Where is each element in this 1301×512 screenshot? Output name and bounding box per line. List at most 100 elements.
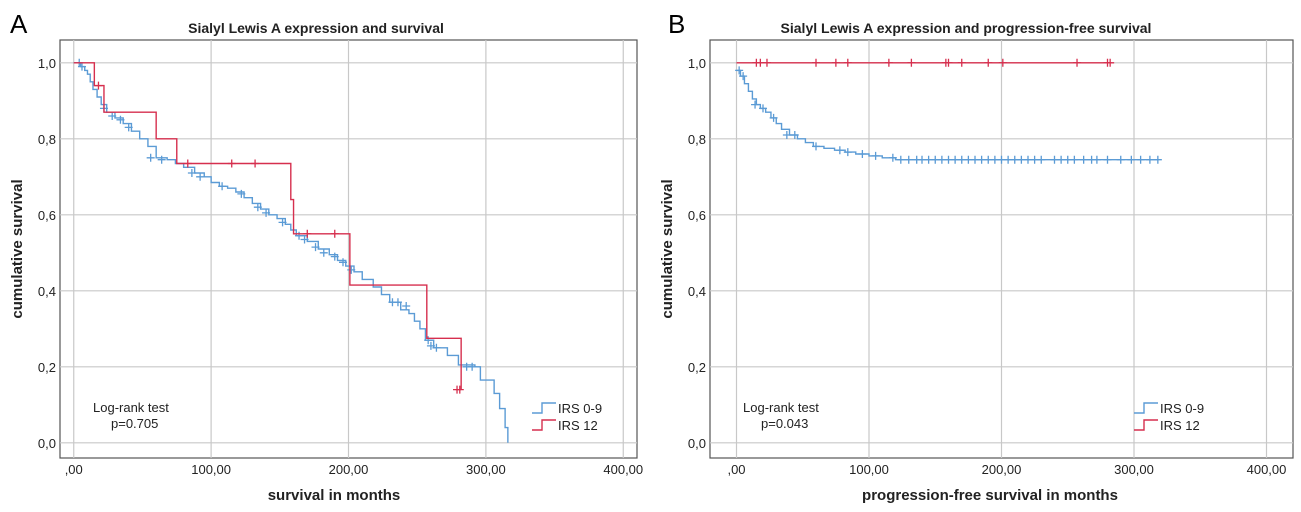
censor-mark-irs-12	[94, 81, 103, 90]
censor-mark-irs-0-9	[262, 208, 271, 217]
panel-b-legend-label-irs-0-9: IRS 0-9	[1160, 401, 1204, 416]
censor-mark-irs-12	[944, 58, 953, 67]
panel-a-y-axis-label: cumulative survival	[9, 179, 26, 318]
x-tick-label: 100,00	[191, 462, 231, 477]
y-tick-label: 0,8	[38, 132, 56, 147]
series-line-irs-12	[73, 62, 462, 390]
censor-mark-irs-0-9	[319, 248, 328, 257]
censor-mark-irs-0-9	[253, 203, 262, 212]
y-tick-label: 1,0	[688, 56, 706, 71]
censor-mark-irs-0-9	[402, 302, 411, 310]
censor-mark-irs-0-9	[739, 72, 748, 81]
censor-mark-irs-0-9	[1079, 155, 1088, 164]
censor-mark-irs-0-9	[812, 142, 820, 151]
x-tick-label: 400,00	[603, 462, 643, 477]
censor-mark-irs-0-9	[1070, 155, 1079, 164]
x-tick-label: 400,00	[1247, 462, 1287, 477]
panel-a-x-axis-label: survival in months	[268, 487, 401, 504]
panel-b-title: Sialyl Lewis A expression and progressio…	[781, 20, 1152, 36]
censor-mark-irs-0-9	[393, 298, 402, 307]
panel-a-legend-label-irs-12: IRS 12	[558, 418, 598, 433]
censor-mark-irs-0-9	[347, 265, 356, 274]
censor-mark-irs-0-9	[339, 258, 348, 267]
y-tick-label: 0,0	[38, 436, 56, 451]
panel-b-x-axis-label: progression-free survival in months	[862, 487, 1118, 504]
panel-a-x-ticks: ,00 100,00 200,00 300,00 400,00	[65, 462, 643, 477]
censor-mark-irs-0-9	[769, 113, 778, 122]
censor-mark-irs-0-9	[311, 243, 320, 252]
censor-mark-irs-0-9	[1116, 155, 1125, 164]
panel-a-series	[73, 58, 509, 443]
panel-a-legend: IRS 0-9 IRS 12	[532, 401, 602, 433]
censor-mark-irs-0-9	[116, 115, 125, 124]
panel-a-grid	[60, 40, 637, 458]
censor-mark-irs-0-9	[904, 155, 913, 164]
y-tick-label: 0,8	[688, 132, 706, 147]
y-tick-label: 0,6	[688, 208, 706, 223]
panel-b-legend: IRS 0-9 IRS 12	[1134, 401, 1204, 433]
censor-mark-irs-0-9	[278, 218, 287, 227]
censor-mark-irs-0-9	[835, 146, 844, 155]
x-tick-label: ,00	[65, 462, 83, 477]
y-tick-label: 0,4	[38, 284, 56, 299]
censor-mark-irs-0-9	[218, 182, 227, 191]
series-line-irs-0-9	[736, 69, 1158, 161]
panel-a-legend-swatch-irs-0-9	[532, 402, 556, 414]
censor-mark-irs-0-9	[432, 343, 441, 352]
panel-a-title: Sialyl Lewis A expression and survival	[188, 20, 444, 36]
panel-b-y-axis-label: cumulative survival	[659, 179, 676, 318]
y-tick-label: 0,0	[688, 436, 706, 451]
censor-mark-irs-0-9	[295, 231, 304, 240]
x-tick-label: 300,00	[466, 462, 506, 477]
censor-mark-irs-0-9	[1037, 155, 1046, 164]
panel-b-letter: B	[668, 9, 685, 39]
censor-mark-irs-12	[957, 58, 966, 67]
censor-mark-irs-12	[831, 58, 840, 67]
censor-mark-irs-12	[330, 229, 339, 238]
censor-mark-irs-0-9	[196, 172, 205, 181]
censor-mark-irs-0-9	[426, 341, 435, 350]
censor-mark-irs-12	[998, 58, 1007, 67]
censor-mark-irs-12	[455, 385, 464, 394]
panel-b: B Sialyl Lewis A expression and progress…	[659, 9, 1294, 504]
y-tick-label: 0,2	[38, 360, 56, 375]
panel-a: A Sialyl Lewis A expression and survival…	[9, 9, 643, 504]
panel-b-test-label: Log-rank test	[743, 400, 819, 415]
censor-mark-irs-0-9	[843, 148, 852, 157]
y-tick-label: 0,4	[688, 284, 706, 299]
x-tick-label: 100,00	[849, 462, 889, 477]
censor-mark-irs-0-9	[300, 235, 309, 244]
censor-mark-irs-12	[1106, 58, 1115, 67]
panel-b-legend-label-irs-12: IRS 12	[1160, 418, 1200, 433]
censor-mark-irs-0-9	[330, 252, 339, 261]
censor-mark-irs-0-9	[187, 169, 196, 177]
censor-mark-irs-0-9	[782, 131, 791, 139]
panel-a-p-value: p=0.705	[111, 416, 158, 431]
censor-mark-irs-0-9	[146, 153, 155, 162]
censor-mark-irs-0-9	[735, 66, 744, 75]
censor-mark-irs-0-9	[888, 153, 897, 162]
panel-a-legend-label-irs-0-9: IRS 0-9	[558, 401, 602, 416]
x-tick-label: ,00	[727, 462, 745, 477]
censor-mark-irs-0-9	[1127, 155, 1136, 164]
censor-mark-irs-12	[812, 58, 820, 67]
censor-mark-irs-0-9	[751, 100, 760, 109]
x-tick-label: 300,00	[1114, 462, 1154, 477]
panel-b-legend-swatch-irs-12	[1134, 419, 1158, 431]
censor-mark-irs-0-9	[124, 123, 133, 132]
censor-mark-irs-0-9	[468, 362, 477, 371]
panel-b-y-ticks: 0,0 0,2 0,4 0,6 0,8 1,0	[688, 56, 706, 451]
censor-mark-irs-0-9	[1092, 155, 1101, 164]
censor-mark-irs-0-9	[157, 155, 166, 164]
censor-mark-irs-0-9	[77, 62, 86, 71]
censor-mark-irs-12	[227, 159, 236, 168]
panel-b-legend-swatch-irs-0-9	[1134, 402, 1158, 414]
censor-mark-irs-0-9	[424, 336, 433, 345]
panel-a-legend-swatch-irs-12	[532, 419, 556, 431]
panel-b-grid	[710, 40, 1293, 458]
panel-b-p-value: p=0.043	[761, 416, 808, 431]
panel-a-test-label: Log-rank test	[93, 400, 169, 415]
censor-mark-irs-0-9	[1153, 155, 1162, 164]
censor-mark-irs-0-9	[1103, 155, 1112, 164]
censor-mark-irs-0-9	[871, 151, 880, 160]
